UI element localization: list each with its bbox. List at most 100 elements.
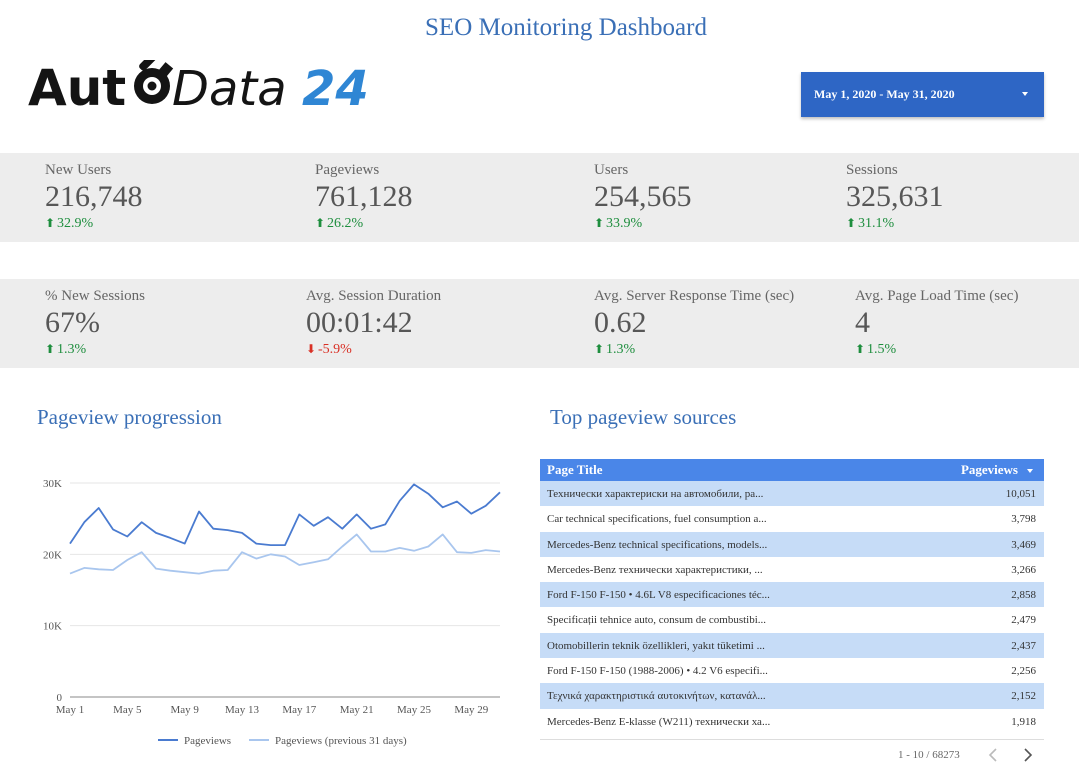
kpi-value: 4 xyxy=(855,306,870,339)
kpi-change: ⬆ 32.9% xyxy=(45,216,94,231)
top-pages-table: Page Title Pageviews Технически характер… xyxy=(540,459,1044,734)
arrow-up-icon: ⬆ xyxy=(846,216,857,230)
arrow-up-icon: ⬆ xyxy=(855,342,866,356)
x-tick-label: May 5 xyxy=(113,704,142,716)
kpi-change: ⬆ 31.1% xyxy=(846,216,895,231)
x-tick-label: May 21 xyxy=(340,704,374,716)
kpi-label: Sessions xyxy=(846,162,898,178)
kpi-change: ⬆ 1.5% xyxy=(855,342,897,357)
y-tick-label: 20K xyxy=(43,549,62,561)
cell-pageviews: 2,479 xyxy=(1011,614,1036,627)
kpi-change: ⬆ 1.3% xyxy=(594,342,636,357)
cell-pageviews: 2,437 xyxy=(1011,639,1036,652)
cell-pageviews: 3,469 xyxy=(1011,538,1036,551)
table-row[interactable]: Mercedes-Benz technical specifications, … xyxy=(540,531,1044,557)
cell-page-title: Mercedes-Benz технически характеристики,… xyxy=(547,563,763,576)
cell-pageviews: 3,266 xyxy=(1011,563,1036,576)
series-line-current xyxy=(69,483,501,546)
arrow-down-icon: ⬇ xyxy=(306,342,317,356)
table-row[interactable]: Mercedes-Benz технически характеристики,… xyxy=(540,557,1044,582)
kpi-change: ⬇ -5.9% xyxy=(306,342,352,357)
arrow-up-icon: ⬆ xyxy=(594,342,605,356)
svg-text:Aut: Aut xyxy=(28,60,126,114)
legend-label-previous: Pageviews (previous 31 days) xyxy=(275,735,407,747)
cell-pageviews: 10,051 xyxy=(1005,488,1036,500)
kpi-label: Pageviews xyxy=(315,162,380,178)
pagination-label: 1 - 10 / 68273 xyxy=(898,749,960,761)
dashboard-title: SEO Monitoring Dashboard xyxy=(425,14,707,41)
kpi-label: Avg. Server Response Time (sec) xyxy=(594,288,795,304)
kpi-value: 216,748 xyxy=(45,180,143,213)
cell-page-title: Τεχνικά χαρακτηριστικά αυτοκινήτων, κατα… xyxy=(547,690,766,703)
cell-page-title: Ford F-150 F-150 (1988-2006) • 4.2 V6 es… xyxy=(547,665,768,678)
table-row[interactable]: Otomobillerin teknik özellikleri, yakıt … xyxy=(540,632,1044,659)
kpi-change: ⬆ 26.2% xyxy=(315,216,364,231)
date-range-label: May 1, 2020 - May 31, 2020 xyxy=(814,87,955,101)
kpi-label: Avg. Session Duration xyxy=(306,288,442,304)
y-tick-label: 10K xyxy=(43,621,62,633)
x-tick-label: May 9 xyxy=(170,704,199,716)
table-row[interactable]: Mercedes-Benz E-klasse (W211) технически… xyxy=(540,709,1044,734)
cell-page-title: Car technical specifications, fuel consu… xyxy=(547,513,767,526)
cell-pageviews: 1,918 xyxy=(1011,715,1036,728)
cell-page-title: Specificații tehnice auto, consum de com… xyxy=(547,614,767,627)
cell-page-title: Ford F-150 F-150 • 4.6L V8 especificacio… xyxy=(547,589,770,602)
series-line-previous xyxy=(69,533,501,575)
x-tick-label: May 13 xyxy=(225,704,259,716)
y-tick-label: 30K xyxy=(43,478,62,490)
column-header-page-title[interactable]: Page Title xyxy=(547,462,603,477)
x-tick-label: May 25 xyxy=(397,704,431,716)
cell-pageviews: 2,152 xyxy=(1011,690,1036,703)
cell-page-title: Mercedes-Benz E-klasse (W211) технически… xyxy=(547,715,771,728)
autodata24-logo: Aut Data 24 xyxy=(28,60,369,114)
kpi-label: % New Sessions xyxy=(45,288,145,304)
x-tick-label: May 17 xyxy=(282,704,316,716)
next-page-button[interactable] xyxy=(1018,745,1038,765)
chevron-down-icon xyxy=(1022,92,1028,96)
kpi-value: 325,631 xyxy=(846,180,944,213)
kpi-value: 254,565 xyxy=(594,180,692,213)
table-body: Технически характериски на автомобили, р… xyxy=(540,481,1044,734)
table-header: Page Title Pageviews xyxy=(540,459,1044,481)
kpi-change: ⬆ 1.3% xyxy=(45,342,87,357)
table-section-title: Top pageview sources xyxy=(550,405,737,429)
sort-desc-icon[interactable] xyxy=(1027,469,1033,473)
kpi-band-secondary: % New Sessions 67% ⬆ 1.3% Avg. Session Du… xyxy=(0,279,1079,368)
kpi-band-primary: New Users 216,748 ⬆ 32.9% Pageviews 761,1… xyxy=(0,153,1079,242)
date-range-picker[interactable]: May 1, 2020 - May 31, 2020 xyxy=(801,72,1044,117)
kpi-value: 761,128 xyxy=(315,180,413,213)
kpi-label: Users xyxy=(594,162,629,178)
table-row[interactable]: Ford F-150 F-150 • 4.6L V8 especificacio… xyxy=(540,582,1044,608)
x-tick-label: May 1 xyxy=(56,704,84,716)
cell-page-title: Технически характериски на автомобили, р… xyxy=(547,488,764,500)
cell-pageviews: 3,798 xyxy=(1011,513,1036,526)
arrow-up-icon: ⬆ xyxy=(45,216,56,230)
cell-page-title: Otomobillerin teknik özellikleri, yakıt … xyxy=(547,639,765,652)
prev-page-button[interactable] xyxy=(984,745,1004,765)
legend-label-current: Pageviews xyxy=(184,735,231,747)
arrow-up-icon: ⬆ xyxy=(594,216,605,230)
table-row[interactable]: Specificații tehnice auto, consum de com… xyxy=(540,607,1044,632)
svg-text:Data: Data xyxy=(172,61,287,114)
arrow-up-icon: ⬆ xyxy=(45,342,56,356)
table-row[interactable]: Τεχνικά χαρακτηριστικά αυτοκινήτων, κατα… xyxy=(540,683,1044,709)
cell-pageviews: 2,858 xyxy=(1011,589,1036,602)
y-tick-label: 0 xyxy=(57,692,63,704)
arrow-up-icon: ⬆ xyxy=(315,216,326,230)
cell-page-title: Mercedes-Benz technical specifications, … xyxy=(547,538,768,551)
kpi-value: 00:01:42 xyxy=(306,306,413,339)
column-header-pageviews[interactable]: Pageviews xyxy=(960,462,1018,477)
svg-text:24: 24 xyxy=(302,61,369,114)
table-row[interactable]: Car technical specifications, fuel consu… xyxy=(540,506,1044,531)
chevron-right-icon xyxy=(1024,748,1033,762)
chart-section-title: Pageview progression xyxy=(37,405,222,429)
kpi-label: New Users xyxy=(45,162,112,178)
kpi-value: 0.62 xyxy=(594,306,647,339)
kpi-change: ⬆ 33.9% xyxy=(594,216,643,231)
cell-pageviews: 2,256 xyxy=(1011,665,1036,678)
chevron-left-icon xyxy=(988,748,997,762)
pageview-line-chart: 0 10K 20K 30K May 1 May 5 May 9 May 13 May 17 Ma… xyxy=(43,478,501,747)
table-row[interactable]: Технически характериски на автомобили, р… xyxy=(540,481,1044,507)
kpi-value: 67% xyxy=(45,306,100,339)
table-row[interactable]: Ford F-150 F-150 (1988-2006) • 4.2 V6 es… xyxy=(540,658,1044,683)
